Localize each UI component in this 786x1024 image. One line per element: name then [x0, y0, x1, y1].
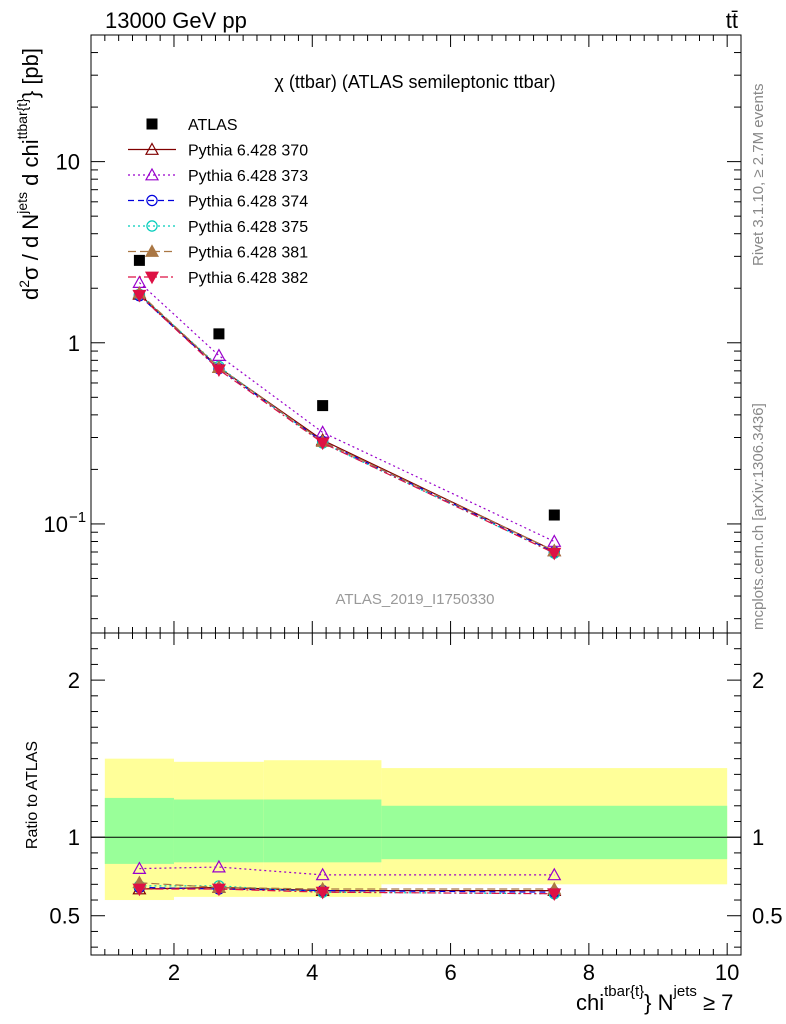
- header-left: 13000 GeV pp: [105, 8, 247, 33]
- ratio-y-tick-label-right: 2: [752, 668, 764, 693]
- ratio-series-line: [139, 885, 555, 895]
- x-axis-label-part: tbar{t}: [604, 983, 644, 1000]
- ratio-y-tick-label-right: 1: [752, 825, 764, 850]
- legend-marker: [144, 142, 160, 155]
- data-point: [317, 400, 329, 412]
- y-axis-label: d2σ / d Njets d chittbar{t}} [pb]: [14, 48, 43, 300]
- series-point: [547, 547, 562, 561]
- rivet-label: Rivet 3.1.10, ≥ 2.7M events: [750, 83, 767, 267]
- uncertainty-band-inner: [104, 797, 174, 864]
- ratio-series-point: [315, 886, 330, 900]
- legend-label: Pythia 6.428 381: [188, 245, 308, 262]
- x-tick-label: 8: [583, 960, 595, 985]
- series-line: [138, 295, 555, 553]
- legend-label: Pythia 6.428 382: [188, 270, 308, 287]
- series-point: [315, 437, 330, 451]
- data-point: [548, 509, 560, 521]
- analysis-label: ATLAS_2019_I1750330: [335, 591, 494, 608]
- ratio-series-line: [139, 866, 555, 876]
- legend-marker: [144, 271, 160, 285]
- series-line: [138, 293, 555, 552]
- legend-marker: [146, 194, 158, 207]
- y-axis-label-part: } [pb]: [18, 48, 43, 98]
- uncertainty-band-inner: [381, 805, 728, 860]
- mcplots-label: mcplots.cern.ch [arXiv:1306.3436]: [750, 403, 767, 630]
- ratio-series-point: [547, 888, 562, 901]
- x-axis-label-part: } N: [644, 990, 673, 1015]
- y-axis-label-part: d: [18, 288, 43, 300]
- x-tick-label: 2: [168, 960, 180, 985]
- y-tick-label-exponent: −1: [69, 509, 86, 526]
- ratio-y-tick-label: 2: [68, 668, 80, 693]
- data-point: [133, 254, 145, 266]
- ratio-y-tick-label: 1: [68, 825, 80, 850]
- ratio-series-point: [315, 867, 330, 881]
- legend-label: Pythia 6.428 375: [188, 219, 308, 236]
- ratio-series-line: [139, 888, 555, 895]
- x-tick-label: 4: [306, 960, 318, 985]
- x-axis-label-part: ≥ 7: [697, 990, 734, 1015]
- uncertainty-band-inner: [173, 799, 264, 863]
- series-point: [132, 289, 147, 303]
- x-axis-label-part: jets: [673, 983, 697, 1000]
- y-axis-label-part: ttbar{t}: [14, 98, 30, 140]
- y-axis-label-part: d chi: [18, 139, 43, 192]
- ratio-frame: [90, 632, 742, 956]
- series-line: [138, 282, 555, 543]
- legend-label: Pythia 6.428 374: [188, 194, 308, 211]
- y-axis-label-part: σ / d N: [18, 214, 43, 280]
- x-axis-label-part: chi: [576, 990, 604, 1015]
- ratio-series-point: [132, 861, 147, 875]
- legend-label: Pythia 6.428 373: [188, 168, 308, 185]
- x-tick-label: 6: [444, 960, 456, 985]
- ratio-series-line: [139, 882, 555, 890]
- data-point: [213, 328, 225, 340]
- chart-title: χ (ttbar) (ATLAS semileptonic ttbar): [274, 72, 555, 92]
- series-line: [138, 294, 555, 554]
- y-tick-label: 10: [44, 512, 68, 537]
- ratio-series-point: [211, 859, 226, 873]
- uncertainty-band-inner: [263, 799, 382, 863]
- y-tick-label: 1: [68, 331, 80, 356]
- legend-label-data: ATLAS: [188, 117, 238, 134]
- legend-marker: [146, 220, 158, 232]
- series-line: [139, 293, 555, 554]
- legend-marker-data: [146, 118, 158, 130]
- series-point: [211, 364, 226, 377]
- ratio-series-point: [132, 883, 147, 897]
- y-axis-label-part: 2: [16, 280, 32, 288]
- ratio-y-tick-label-right: 0.5: [752, 904, 783, 929]
- legend-label: Pythia 6.428 370: [188, 143, 308, 160]
- x-tick-label: 10: [715, 960, 739, 985]
- y-tick-label: 10: [56, 150, 80, 175]
- ratio-y-axis-label: Ratio to ATLAS: [24, 741, 41, 849]
- ratio-series-line: [139, 886, 555, 893]
- ratio-series-point: [547, 867, 562, 881]
- ratio-y-tick-label: 0.5: [49, 904, 80, 929]
- series-line: [138, 292, 555, 552]
- legend-marker: [144, 244, 160, 257]
- x-axis-label: chitbar{t}} Njets ≥ 7: [576, 983, 733, 1015]
- header-right: tt̄: [726, 8, 738, 33]
- legend-marker: [144, 167, 160, 181]
- ratio-series-point: [211, 883, 226, 897]
- y-axis-label-part: jets: [14, 192, 30, 215]
